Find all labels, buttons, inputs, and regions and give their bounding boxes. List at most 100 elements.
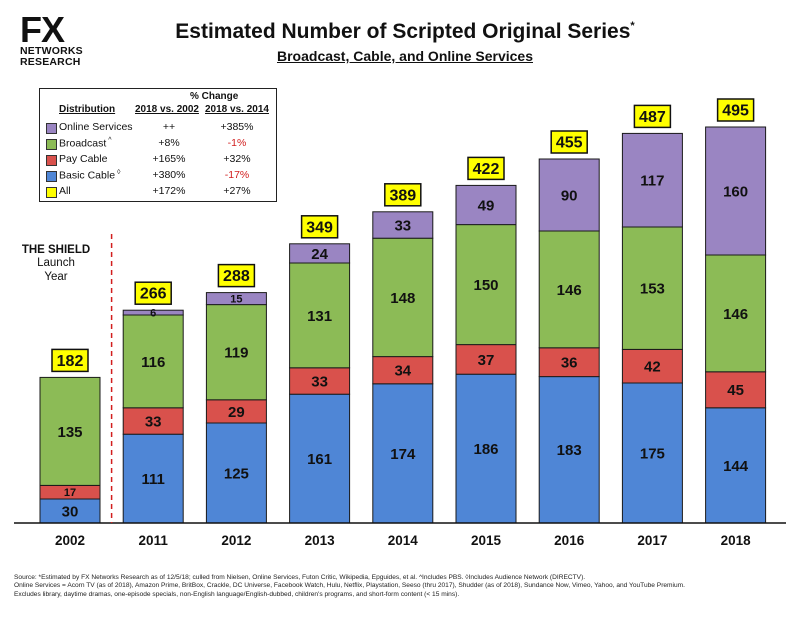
fx-networks-research-logo: FX NETWORKS RESEARCH [20,9,83,68]
legend-swatch [46,123,57,134]
legend-label: Pay Cable [59,153,108,165]
legend-change-2014: +385% [220,121,254,133]
total-label: 182 [57,353,84,370]
bar-segment [122,309,184,316]
bar-segment [705,126,767,256]
legend-label-mark: ^ [106,137,112,144]
bar-segment-label: 175 [640,445,665,462]
bar-segment-label: 150 [473,277,498,294]
logo-line-2: RESEARCH [20,56,81,68]
chart-subtitle: Broadcast, Cable, and Online Services [277,48,533,64]
legend-swatch [46,155,57,166]
footnote-line-1: Source: *Estimated by FX Networks Resear… [14,574,586,581]
bar-segment-label: 125 [224,465,249,482]
bar-segment [122,433,184,524]
bar-segment [372,211,434,239]
footnote-line-3: Excludes library, daytime dramas, one-ep… [14,590,460,598]
bar-segment-label: 148 [390,290,415,307]
total-label-box [633,104,672,129]
source-footnote: Source: *Estimated by FX Networks Resear… [14,574,790,599]
x-tick-label: 2011 [139,533,169,548]
total-label: 495 [722,103,749,120]
bar-segment [705,407,767,524]
logo-line-1: NETWORKS [20,45,83,57]
total-label-box [134,281,172,305]
x-tick-label: 2002 [55,533,85,548]
bar-segment-label: 144 [723,458,749,475]
bar-segment [372,383,434,524]
legend-row: Pay Cable +165% +32% [40,152,276,169]
bar-segment [455,184,517,226]
bar-segment-label: 174 [390,446,416,463]
legend-change-2014: -17% [224,169,250,181]
bar-segment-label: 42 [644,359,661,376]
bar-segment-label: 111 [142,471,165,488]
legend-label: All [59,185,71,197]
total-label-box [467,156,505,181]
bar-segment [205,422,267,524]
bar-segment-label: 146 [557,282,582,299]
bar-segment-label: 30 [62,503,79,520]
bar-segment [122,407,184,435]
bar-segment-label: 117 [640,173,664,190]
legend-swatch [46,171,57,182]
legend-col2-header: 2018 vs. 2014 [205,104,269,115]
legend-swatch [46,187,57,198]
legend-label: Online Services [59,121,133,133]
total-label: 487 [639,109,666,126]
bar-segment [455,224,517,346]
chart-title: Estimated Number of Scripted Original Se… [150,20,660,44]
legend-col1-header: 2018 vs. 2002 [135,104,199,115]
legend-change-2014: -1% [227,137,247,149]
legend-change-2002: +165% [152,153,186,165]
bar-segment-label: 90 [561,187,578,204]
legend-swatch [46,139,57,150]
bar-segment-label: 33 [311,373,328,390]
chart-legend: % Change Distribution 2018 vs. 2002 2018… [39,88,277,202]
legend-row: Online Services ++ +385% [40,120,276,137]
x-tick-label: 2015 [471,533,502,548]
bar-segment-label: 36 [561,355,578,372]
total-label: 422 [473,161,500,178]
chart-title-text: Estimated Number of Scripted Original Se… [175,20,631,43]
total-label-box [51,348,89,373]
bar-segment-label: 161 [307,451,332,468]
bar-segment [289,393,351,524]
x-tick-label: 2012 [221,533,251,548]
x-tick-label: 2013 [305,533,336,548]
bar-segment-label: 37 [478,352,495,369]
legend-change-2002: +380% [152,169,186,181]
total-label-box [217,263,256,288]
legend-label: Broadcast ^ [59,137,112,150]
logo-mark: FX [20,9,65,50]
bar-segment [621,382,683,524]
x-tick-label: 2018 [721,533,752,548]
annotation-line-1: THE SHIELD [21,244,91,256]
total-label: 266 [140,286,167,303]
x-tick-label: 2016 [554,533,585,548]
legend-label-mark: ◊ [115,169,121,176]
total-label-box [550,130,588,154]
annotation-line-3: Year [44,271,68,283]
bar-segment-label: 29 [228,404,245,421]
bar-segment [538,347,600,378]
bar-segment [205,292,267,306]
legend-change-2002: ++ [162,121,176,133]
legend-label: Basic Cable ◊ [59,169,121,182]
total-label-box [716,98,755,122]
legend-row: All +172% +27% [40,184,276,201]
x-tick-label: 2014 [388,533,419,548]
total-label: 288 [223,268,250,285]
legend-change-2014: +27% [223,185,251,197]
legend-change-2002: +172% [152,185,186,197]
bar-segment-label: 183 [557,442,582,459]
bar-segment [289,243,351,264]
bar-segment [621,226,683,350]
legend-pct-change-heading: % Change [190,91,239,102]
bar-segment [705,254,767,373]
bar-segment-label: 33 [145,413,162,430]
bar-segment-label: 116 [141,354,165,371]
total-label: 349 [306,219,333,236]
annotation-line-2: Launch [37,257,75,269]
